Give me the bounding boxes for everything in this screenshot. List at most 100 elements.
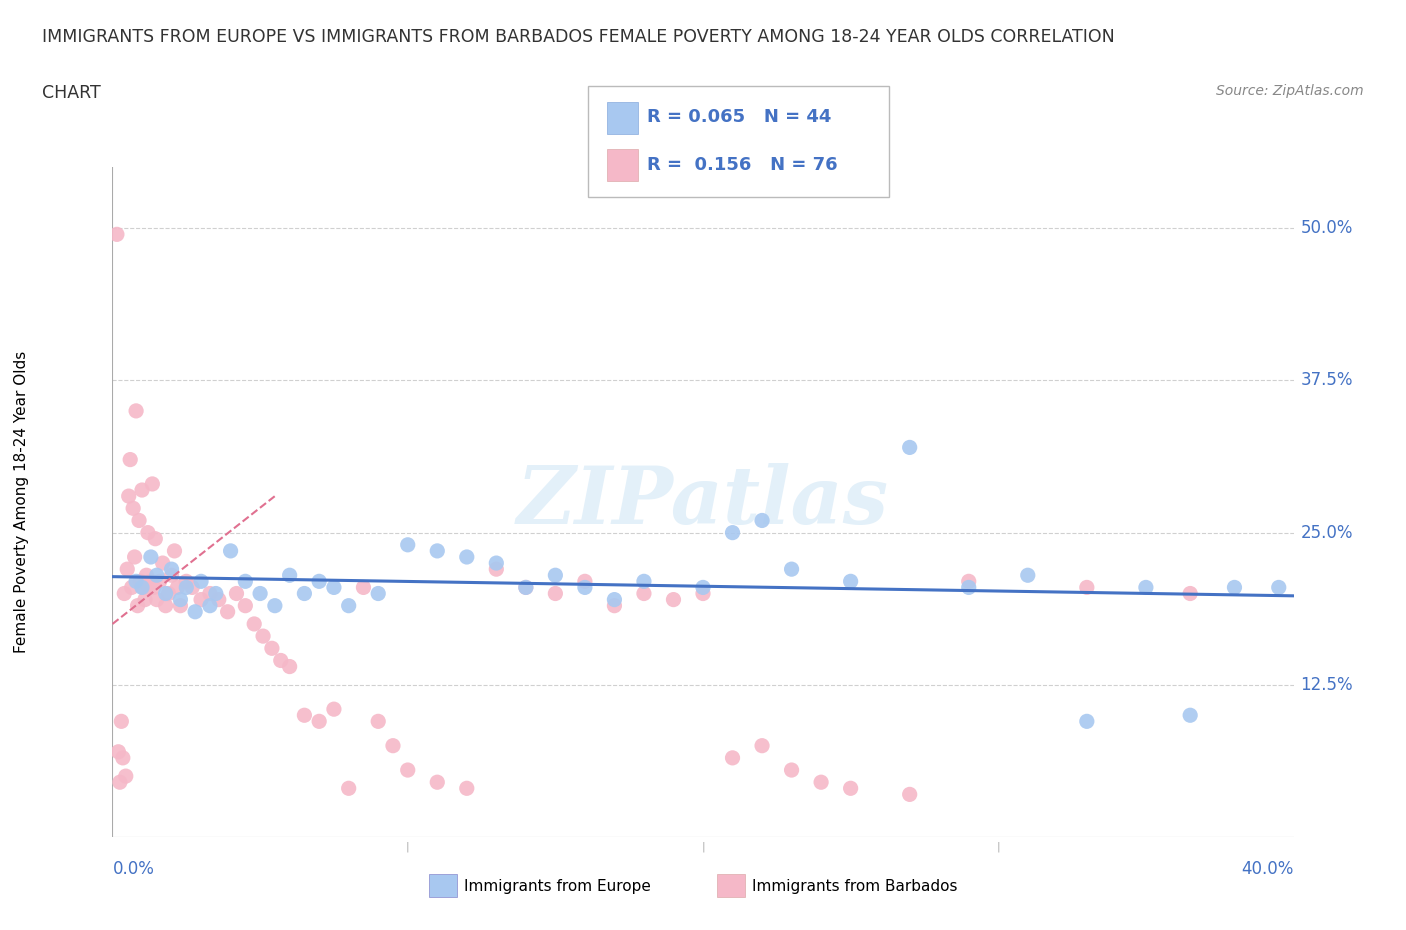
Point (198, 586, 221, 601)
Point (270, 653, 292, 668)
Point (125, 404, 148, 418)
Point (135, 568, 157, 583)
Point (142, 580, 165, 595)
Point (169, 598, 191, 613)
Point (114, 769, 136, 784)
Point (692, 580, 714, 595)
Point (122, 501, 145, 516)
Point (1180, 586, 1202, 601)
Point (118, 488, 141, 503)
Text: |: | (406, 842, 409, 852)
Point (396, 763, 419, 777)
Point (957, 574, 980, 589)
Point (278, 659, 301, 674)
Point (149, 574, 172, 589)
Point (166, 580, 188, 595)
Point (323, 702, 346, 717)
Point (337, 598, 360, 613)
Point (780, 763, 803, 777)
Point (692, 586, 714, 601)
Point (174, 574, 197, 589)
Text: |: | (997, 842, 1000, 852)
Point (160, 568, 183, 583)
Point (337, 781, 360, 796)
Point (662, 592, 685, 607)
Point (426, 775, 449, 790)
Point (544, 568, 567, 583)
Point (219, 543, 242, 558)
Point (174, 580, 197, 595)
Point (217, 604, 239, 619)
Point (367, 586, 389, 601)
Point (110, 714, 132, 729)
Point (124, 550, 146, 565)
Point (233, 574, 256, 589)
Point (810, 775, 832, 790)
Point (208, 592, 231, 607)
Text: Immigrants from Barbados: Immigrants from Barbados (752, 879, 957, 894)
Point (139, 550, 162, 565)
Text: ZIPatlas: ZIPatlas (517, 463, 889, 541)
Point (198, 598, 221, 613)
Point (143, 531, 166, 546)
Point (169, 592, 191, 607)
Point (574, 574, 596, 589)
Point (1135, 580, 1157, 595)
Text: 12.5%: 12.5% (1301, 676, 1353, 694)
Point (515, 580, 537, 595)
Point (515, 580, 537, 595)
Point (839, 781, 862, 796)
Point (308, 574, 330, 589)
Text: Immigrants from Europe: Immigrants from Europe (464, 879, 651, 894)
Point (751, 513, 773, 528)
Point (382, 738, 405, 753)
Point (127, 598, 149, 613)
Point (243, 617, 266, 631)
Point (117, 562, 138, 577)
Point (633, 574, 655, 589)
Point (155, 598, 177, 613)
Text: Source: ZipAtlas.com: Source: ZipAtlas.com (1216, 84, 1364, 98)
Point (1017, 568, 1039, 583)
Point (125, 574, 148, 589)
Point (1076, 714, 1098, 729)
Point (323, 580, 346, 595)
Point (957, 580, 980, 595)
Point (308, 714, 330, 729)
Text: 40.0%: 40.0% (1241, 860, 1294, 878)
Point (105, 227, 128, 242)
Point (138, 580, 160, 595)
Point (1268, 580, 1291, 595)
Point (264, 598, 287, 613)
Point (205, 586, 228, 601)
Text: 50.0%: 50.0% (1301, 219, 1353, 237)
Point (160, 562, 183, 577)
Point (603, 592, 626, 607)
Point (146, 568, 169, 583)
Point (128, 513, 150, 528)
Text: 0.0%: 0.0% (112, 860, 155, 878)
Point (233, 598, 256, 613)
Text: IMMIGRANTS FROM EUROPE VS IMMIGRANTS FROM BARBADOS FEMALE POVERTY AMONG 18-24 YE: IMMIGRANTS FROM EUROPE VS IMMIGRANTS FRO… (42, 28, 1115, 46)
Point (260, 641, 283, 656)
Point (131, 580, 153, 595)
Point (292, 586, 315, 601)
Point (129, 574, 152, 589)
Point (426, 543, 449, 558)
Point (751, 738, 773, 753)
Point (190, 574, 212, 589)
Point (152, 555, 174, 570)
Point (721, 525, 744, 540)
Point (163, 543, 186, 558)
Point (252, 629, 274, 644)
Point (456, 550, 478, 565)
Point (1076, 580, 1098, 595)
Point (155, 586, 177, 601)
Point (112, 586, 135, 601)
Point (134, 592, 156, 607)
Point (131, 483, 153, 498)
Point (278, 568, 301, 583)
Point (721, 751, 744, 765)
Point (181, 580, 204, 595)
Point (485, 562, 508, 577)
